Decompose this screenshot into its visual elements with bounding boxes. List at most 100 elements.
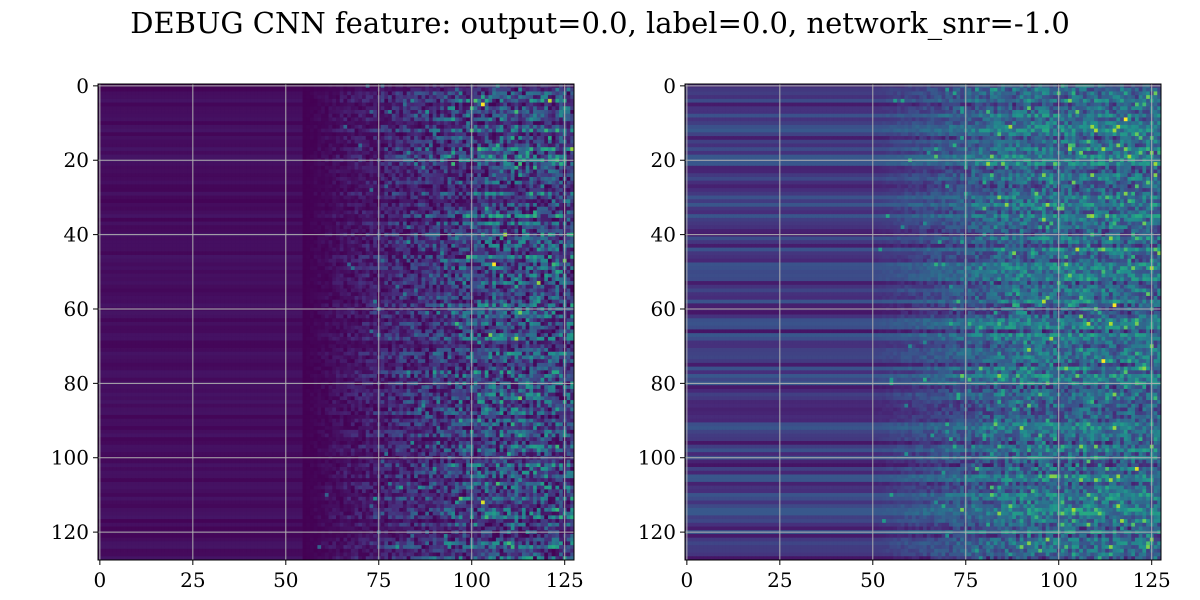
heatmap-cell — [239, 140, 243, 144]
heatmap-cell — [310, 144, 314, 148]
heatmap-cell — [481, 207, 485, 211]
heatmap-cell — [552, 196, 556, 200]
heatmap-cell — [299, 106, 303, 110]
heatmap-cell — [102, 129, 106, 133]
heatmap-cell — [176, 106, 180, 110]
heatmap-cell — [544, 192, 548, 196]
heatmap-cell — [511, 140, 515, 144]
heatmap-cell — [180, 103, 184, 107]
heatmap-cell — [444, 132, 448, 136]
heatmap-cell — [381, 147, 385, 151]
heatmap-cell — [381, 103, 385, 107]
heatmap-cell — [150, 91, 154, 95]
heatmap-cell — [544, 121, 548, 125]
heatmap-cell — [462, 110, 466, 114]
heatmap-cell — [131, 207, 135, 211]
heatmap-cell — [180, 106, 184, 110]
heatmap-cell — [381, 181, 385, 185]
heatmap-cell — [105, 173, 109, 177]
heatmap-cell — [128, 196, 132, 200]
heatmap-cell — [310, 140, 314, 144]
heatmap-cell — [336, 144, 340, 148]
heatmap-cell — [291, 177, 295, 181]
heatmap-cell — [369, 114, 373, 118]
heatmap-cell — [236, 136, 240, 140]
heatmap-cell — [567, 147, 571, 151]
heatmap-cell — [500, 166, 504, 170]
heatmap-cell — [105, 203, 109, 207]
heatmap-cell — [329, 110, 333, 114]
heatmap-cell — [310, 162, 314, 166]
heatmap-cell — [210, 210, 214, 214]
heatmap-cell — [206, 114, 210, 118]
heatmap-cell — [258, 196, 262, 200]
heatmap-cell — [433, 88, 437, 92]
heatmap-cell — [488, 95, 492, 99]
heatmap-cell — [105, 196, 109, 200]
heatmap-cell — [414, 117, 418, 121]
heatmap-cell — [165, 117, 169, 121]
heatmap-cell — [444, 91, 448, 95]
heatmap-cell — [343, 95, 347, 99]
heatmap-cell — [462, 192, 466, 196]
heatmap-cell — [399, 106, 403, 110]
heatmap-cell — [124, 155, 128, 159]
heatmap-cell — [184, 181, 188, 185]
heatmap-cell — [503, 88, 507, 92]
heatmap-cell — [195, 99, 199, 103]
heatmap-cell — [444, 121, 448, 125]
heatmap-cell — [180, 181, 184, 185]
heatmap-cell — [466, 203, 470, 207]
heatmap-cell — [210, 121, 214, 125]
heatmap-cell — [321, 103, 325, 107]
heatmap-cell — [321, 192, 325, 196]
heatmap-cell — [120, 166, 124, 170]
heatmap-cell — [407, 199, 411, 203]
heatmap-cell — [180, 114, 184, 118]
heatmap-cell — [503, 166, 507, 170]
heatmap-cell — [120, 110, 124, 114]
heatmap-cell — [559, 132, 563, 136]
heatmap-cell — [343, 177, 347, 181]
heatmap-cell — [384, 207, 388, 211]
heatmap-cell — [429, 117, 433, 121]
heatmap-cell — [362, 91, 366, 95]
heatmap-cell — [314, 162, 318, 166]
heatmap-cell — [265, 110, 269, 114]
heatmap-cell — [500, 103, 504, 107]
heatmap-cell — [143, 99, 147, 103]
heatmap-cell — [113, 151, 117, 155]
heatmap-cell — [217, 129, 221, 133]
heatmap-cell — [329, 210, 333, 214]
heatmap-cell — [414, 210, 418, 214]
heatmap-cell — [425, 210, 429, 214]
heatmap-cell — [481, 170, 485, 174]
heatmap-cell — [459, 103, 463, 107]
heatmap-cell — [332, 207, 336, 211]
heatmap-cell — [165, 181, 169, 185]
heatmap-cell — [381, 106, 385, 110]
heatmap-cell — [343, 117, 347, 121]
heatmap-cell — [329, 166, 333, 170]
heatmap-cell — [254, 192, 258, 196]
heatmap-cell — [198, 151, 202, 155]
heatmap-cell — [511, 155, 515, 159]
heatmap-cell — [165, 144, 169, 148]
heatmap-cell — [250, 136, 254, 140]
heatmap-cell — [466, 121, 470, 125]
heatmap-cell — [254, 125, 258, 129]
heatmap-cell — [180, 207, 184, 211]
heatmap-cell — [559, 166, 563, 170]
heatmap-cell — [511, 99, 515, 103]
heatmap-cell — [410, 162, 414, 166]
heatmap-cell — [332, 129, 336, 133]
heatmap-cell — [529, 114, 533, 118]
heatmap-cell — [109, 188, 113, 192]
heatmap-cell — [496, 88, 500, 92]
heatmap-cell — [403, 210, 407, 214]
heatmap-cell — [503, 136, 507, 140]
heatmap-cell — [451, 210, 455, 214]
heatmap-cell — [176, 151, 180, 155]
heatmap-cell — [533, 114, 537, 118]
heatmap-cell — [184, 210, 188, 214]
